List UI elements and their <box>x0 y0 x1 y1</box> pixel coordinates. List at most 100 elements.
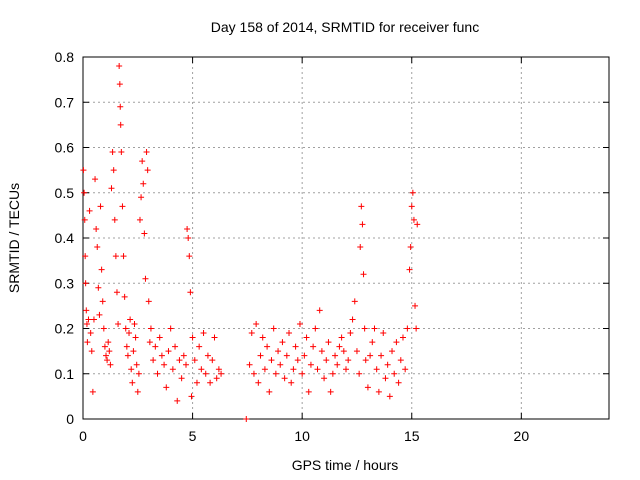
data-point <box>110 167 117 174</box>
data-point <box>294 357 301 364</box>
data-point <box>90 316 97 323</box>
data-point <box>133 361 140 368</box>
data-point <box>107 361 114 368</box>
data-point <box>356 370 363 377</box>
data-point <box>318 348 325 355</box>
data-point <box>266 388 273 395</box>
data-point <box>218 370 225 377</box>
data-point <box>105 339 112 346</box>
y-tick-label: 0.7 <box>55 94 75 110</box>
data-point <box>357 244 364 251</box>
data-point <box>101 343 108 350</box>
data-point <box>94 244 101 251</box>
data-point <box>141 230 148 237</box>
data-point <box>83 307 90 314</box>
data-point <box>286 330 293 337</box>
data-point <box>327 388 334 395</box>
data-point <box>139 158 146 165</box>
data-point <box>117 121 124 128</box>
data-point <box>290 366 297 373</box>
data-point <box>351 298 358 305</box>
data-point <box>359 221 366 228</box>
data-point <box>270 325 277 332</box>
data-point <box>408 203 415 210</box>
data-point <box>163 384 170 391</box>
data-point <box>84 339 91 346</box>
data-point <box>347 330 354 337</box>
data-point <box>81 216 88 223</box>
data-point <box>303 334 310 341</box>
axis-ticks: 0 0.1 0.2 0.3 0.4 0.5 0.6 0.7 0.8 0 5 10 15 20 <box>55 49 609 444</box>
data-point <box>414 221 421 228</box>
data-point <box>253 320 260 327</box>
data-point <box>176 357 183 364</box>
data-point <box>375 388 382 395</box>
data-point <box>112 253 119 260</box>
data-point <box>248 330 255 337</box>
data-point <box>307 361 314 368</box>
data-point <box>198 366 205 373</box>
data-point <box>196 343 203 350</box>
data-point <box>204 352 211 359</box>
y-tick-label: 0.1 <box>55 366 75 382</box>
data-point <box>382 375 389 382</box>
data-point <box>83 320 90 327</box>
data-point <box>124 352 131 359</box>
data-point <box>310 343 317 350</box>
data-point <box>122 325 129 332</box>
data-point <box>136 216 143 223</box>
data-point <box>358 203 365 210</box>
data-point <box>180 352 187 359</box>
data-point <box>113 289 120 296</box>
x-tick-label: 0 <box>79 428 87 444</box>
y-tick-label: 0.4 <box>55 230 75 246</box>
data-point <box>121 293 128 300</box>
data-point <box>305 388 312 395</box>
data-point <box>129 379 136 386</box>
data-point <box>81 189 88 196</box>
data-point <box>402 366 409 373</box>
data-point <box>378 352 385 359</box>
data-point <box>312 325 319 332</box>
data-point <box>156 334 163 341</box>
data-point <box>369 339 376 346</box>
data-point <box>397 357 404 364</box>
data-point <box>314 366 321 373</box>
data-point <box>127 316 134 323</box>
data-point <box>404 325 411 332</box>
data-point <box>161 361 168 368</box>
data-point <box>202 370 209 377</box>
data-point <box>178 375 185 382</box>
data-point <box>391 370 398 377</box>
data-point <box>97 203 104 210</box>
data-point <box>362 357 369 364</box>
data-point <box>353 348 360 355</box>
data-point <box>80 167 87 174</box>
data-point <box>186 253 193 260</box>
data-point <box>261 366 268 373</box>
data-point <box>272 370 279 377</box>
data-point <box>82 280 89 287</box>
data-point <box>187 289 194 296</box>
data-point <box>193 379 200 386</box>
data-point <box>395 379 402 386</box>
data-point <box>185 235 192 241</box>
data-point <box>277 361 284 368</box>
chart-title: Day 158 of 2014, SRMTID for receiver fun… <box>211 19 479 35</box>
data-point <box>259 334 266 341</box>
data-point <box>246 361 253 368</box>
data-point <box>86 207 93 214</box>
data-point <box>386 393 393 400</box>
data-point <box>184 225 191 232</box>
data-point <box>264 343 271 350</box>
data-point <box>104 357 111 364</box>
y-tick-label: 0.6 <box>55 140 75 156</box>
data-point <box>130 348 137 355</box>
data-point <box>323 357 330 364</box>
data-point <box>380 330 387 337</box>
data-point <box>134 388 141 395</box>
data-point <box>371 325 378 332</box>
data-point <box>191 357 198 364</box>
data-point <box>99 298 106 305</box>
data-point <box>135 370 142 377</box>
